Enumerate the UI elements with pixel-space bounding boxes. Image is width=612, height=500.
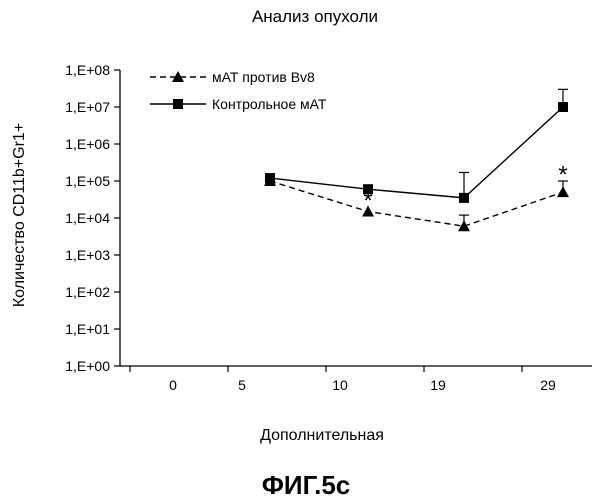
axes xyxy=(120,70,592,366)
legend-marker xyxy=(173,99,183,109)
y-tick-label: 1,E+04 xyxy=(65,210,110,226)
y-tick-label: 1,E+00 xyxy=(65,358,110,374)
data-point xyxy=(558,102,568,112)
x-tick-label: 5 xyxy=(238,377,246,393)
legend-item: мАТ против Bv8 xyxy=(150,69,315,85)
legend-label: мАТ против Bv8 xyxy=(212,69,315,85)
significance-asterisk: * xyxy=(363,187,372,214)
legend-label: Контрольное мАТ xyxy=(212,96,327,112)
y-axis-label: Количество CD11b+Gr1+ xyxy=(11,123,28,307)
figure-label: ФИГ.5c xyxy=(262,470,351,500)
x-axis-label: Дополнительная xyxy=(260,427,384,444)
chart-title: Анализ опухоли xyxy=(252,7,378,26)
series-anti-bv8 xyxy=(264,175,569,231)
legend: мАТ против Bv8 Контрольное мАТ xyxy=(150,69,327,112)
y-tick-label: 1,E+05 xyxy=(65,173,110,189)
y-tick-label: 1,E+01 xyxy=(65,321,110,337)
series-line xyxy=(270,181,563,226)
annotations: ** xyxy=(363,161,567,214)
y-tick-label: 1,E+06 xyxy=(65,136,110,152)
data-point xyxy=(459,193,469,203)
series-line xyxy=(270,107,563,198)
legend-item: Контрольное мАТ xyxy=(150,96,327,112)
data-point xyxy=(265,173,275,183)
x-tick-label: 10 xyxy=(332,377,348,393)
x-tick-label: 29 xyxy=(540,377,556,393)
significance-asterisk: * xyxy=(558,161,567,188)
y-tick-label: 1,E+08 xyxy=(65,62,110,78)
x-tick-label: 0 xyxy=(169,377,177,393)
y-tick-label: 1,E+07 xyxy=(65,99,110,115)
y-tick-label: 1,E+03 xyxy=(65,247,110,263)
x-tick-label: 19 xyxy=(430,377,446,393)
y-tick-label: 1,E+02 xyxy=(65,284,110,300)
y-ticks: 1,E+00 1,E+01 1,E+02 1,E+03 1,E+04 1,E+05 1,E+… xyxy=(65,62,120,374)
x-ticks: 0 5 10 19 29 xyxy=(130,366,556,393)
